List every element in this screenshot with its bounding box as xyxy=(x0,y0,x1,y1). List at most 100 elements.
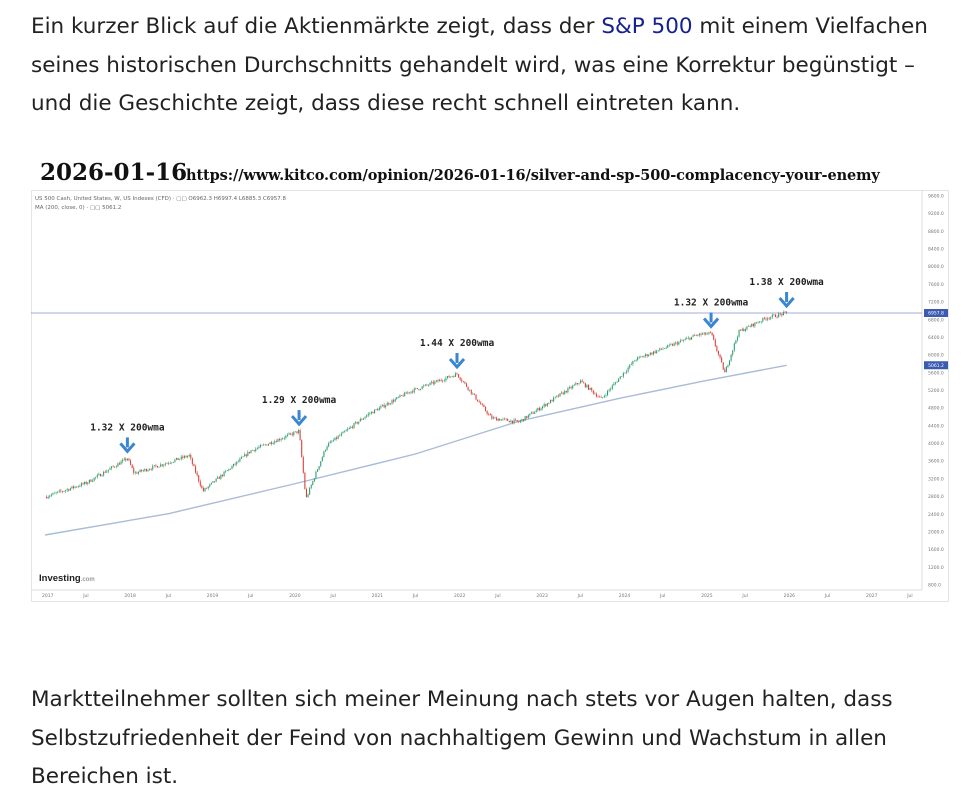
candle-body xyxy=(584,383,586,388)
candle xyxy=(291,432,293,437)
candle xyxy=(402,393,404,397)
figure-source-url: https://www.kitco.com/opinion/2026-01-16… xyxy=(186,167,880,184)
candle-body xyxy=(199,481,201,486)
candle-body xyxy=(594,393,596,395)
candle xyxy=(587,384,590,391)
candle xyxy=(614,381,617,386)
candle-body xyxy=(679,340,681,342)
sp500-link[interactable]: S&P 500 xyxy=(601,14,693,39)
candle xyxy=(659,347,661,352)
candle xyxy=(442,379,444,383)
candle-body xyxy=(342,431,344,434)
x-tick-label: 2025 xyxy=(701,593,713,599)
candle xyxy=(542,405,544,411)
candle xyxy=(738,329,740,338)
candle-body xyxy=(530,412,533,414)
candle xyxy=(683,339,685,343)
candle xyxy=(786,311,788,315)
candle xyxy=(676,340,678,346)
candle-body xyxy=(310,485,312,488)
candle-body xyxy=(748,326,750,327)
candle-body xyxy=(464,381,466,384)
candle xyxy=(730,353,732,362)
candle-body xyxy=(149,469,151,470)
candle-body xyxy=(668,344,670,346)
candle-body xyxy=(767,318,769,320)
candle-body xyxy=(470,389,472,394)
candle-body xyxy=(125,458,127,461)
candle xyxy=(305,487,308,498)
intro-text-after: mit einem Vielfachen seines historischen… xyxy=(31,14,928,116)
candle xyxy=(651,352,653,356)
candle-body xyxy=(381,404,384,407)
candle-body xyxy=(104,471,106,473)
x-tick-label: 2023 xyxy=(536,593,548,599)
candle-body xyxy=(413,388,415,393)
candle xyxy=(364,416,366,420)
candle-body xyxy=(253,450,255,451)
candle-body xyxy=(640,356,642,358)
candle-body xyxy=(291,433,293,436)
candle xyxy=(521,418,523,423)
candle-body xyxy=(743,328,745,331)
candle xyxy=(381,404,384,407)
candle xyxy=(125,457,127,463)
candle xyxy=(748,324,750,327)
candle-body xyxy=(163,464,165,466)
candle xyxy=(221,474,224,478)
candle xyxy=(340,432,342,437)
candle-body xyxy=(786,311,788,313)
candle-body xyxy=(394,399,396,402)
candle xyxy=(695,334,697,337)
candle-body xyxy=(57,491,59,493)
candle-body xyxy=(193,464,195,467)
candle xyxy=(218,475,220,479)
candle xyxy=(68,488,70,492)
last-price-tag: 6957.8 xyxy=(924,309,948,317)
candle-body xyxy=(469,389,471,391)
candle xyxy=(500,419,502,421)
candle xyxy=(656,349,658,354)
candle xyxy=(624,372,626,374)
candle xyxy=(703,332,705,336)
candle xyxy=(684,337,686,341)
candle xyxy=(580,379,582,384)
candle-body xyxy=(583,382,585,384)
candle xyxy=(538,406,540,412)
candle xyxy=(595,392,597,398)
candle xyxy=(183,454,185,459)
y-tick-label: 2800.0 xyxy=(928,494,944,500)
candle-body xyxy=(659,348,661,351)
candle-body xyxy=(496,417,498,421)
candle xyxy=(53,491,56,494)
candle xyxy=(359,417,361,422)
candle-body xyxy=(616,381,618,383)
candle xyxy=(282,437,284,440)
candle-body xyxy=(118,463,121,465)
candle xyxy=(637,356,639,362)
candle xyxy=(217,475,219,479)
candle xyxy=(610,387,612,392)
y-tick-label: 6400.0 xyxy=(928,335,944,341)
candle-body xyxy=(50,494,52,496)
candle-body xyxy=(264,444,266,446)
candle xyxy=(746,326,748,331)
candle xyxy=(673,342,675,347)
candle-body xyxy=(749,326,751,327)
candle-body xyxy=(424,384,426,386)
y-tick-label: 5200.0 xyxy=(928,388,944,394)
ratio-annotation-label: 1.32 X 200wma xyxy=(674,298,749,309)
candle-body xyxy=(367,413,369,416)
ratio-annotation-label: 1.38 X 200wma xyxy=(749,277,824,288)
candle-body xyxy=(456,373,458,375)
candle xyxy=(109,466,111,470)
candle xyxy=(214,481,216,484)
candle xyxy=(123,457,125,461)
price-axis-tags: 6957.8 5061.2 xyxy=(924,309,948,370)
candle xyxy=(399,394,401,399)
candle xyxy=(66,487,68,492)
candle xyxy=(393,398,395,404)
candle-body xyxy=(667,345,669,348)
candle-body xyxy=(516,420,518,422)
candle-body xyxy=(534,412,536,414)
